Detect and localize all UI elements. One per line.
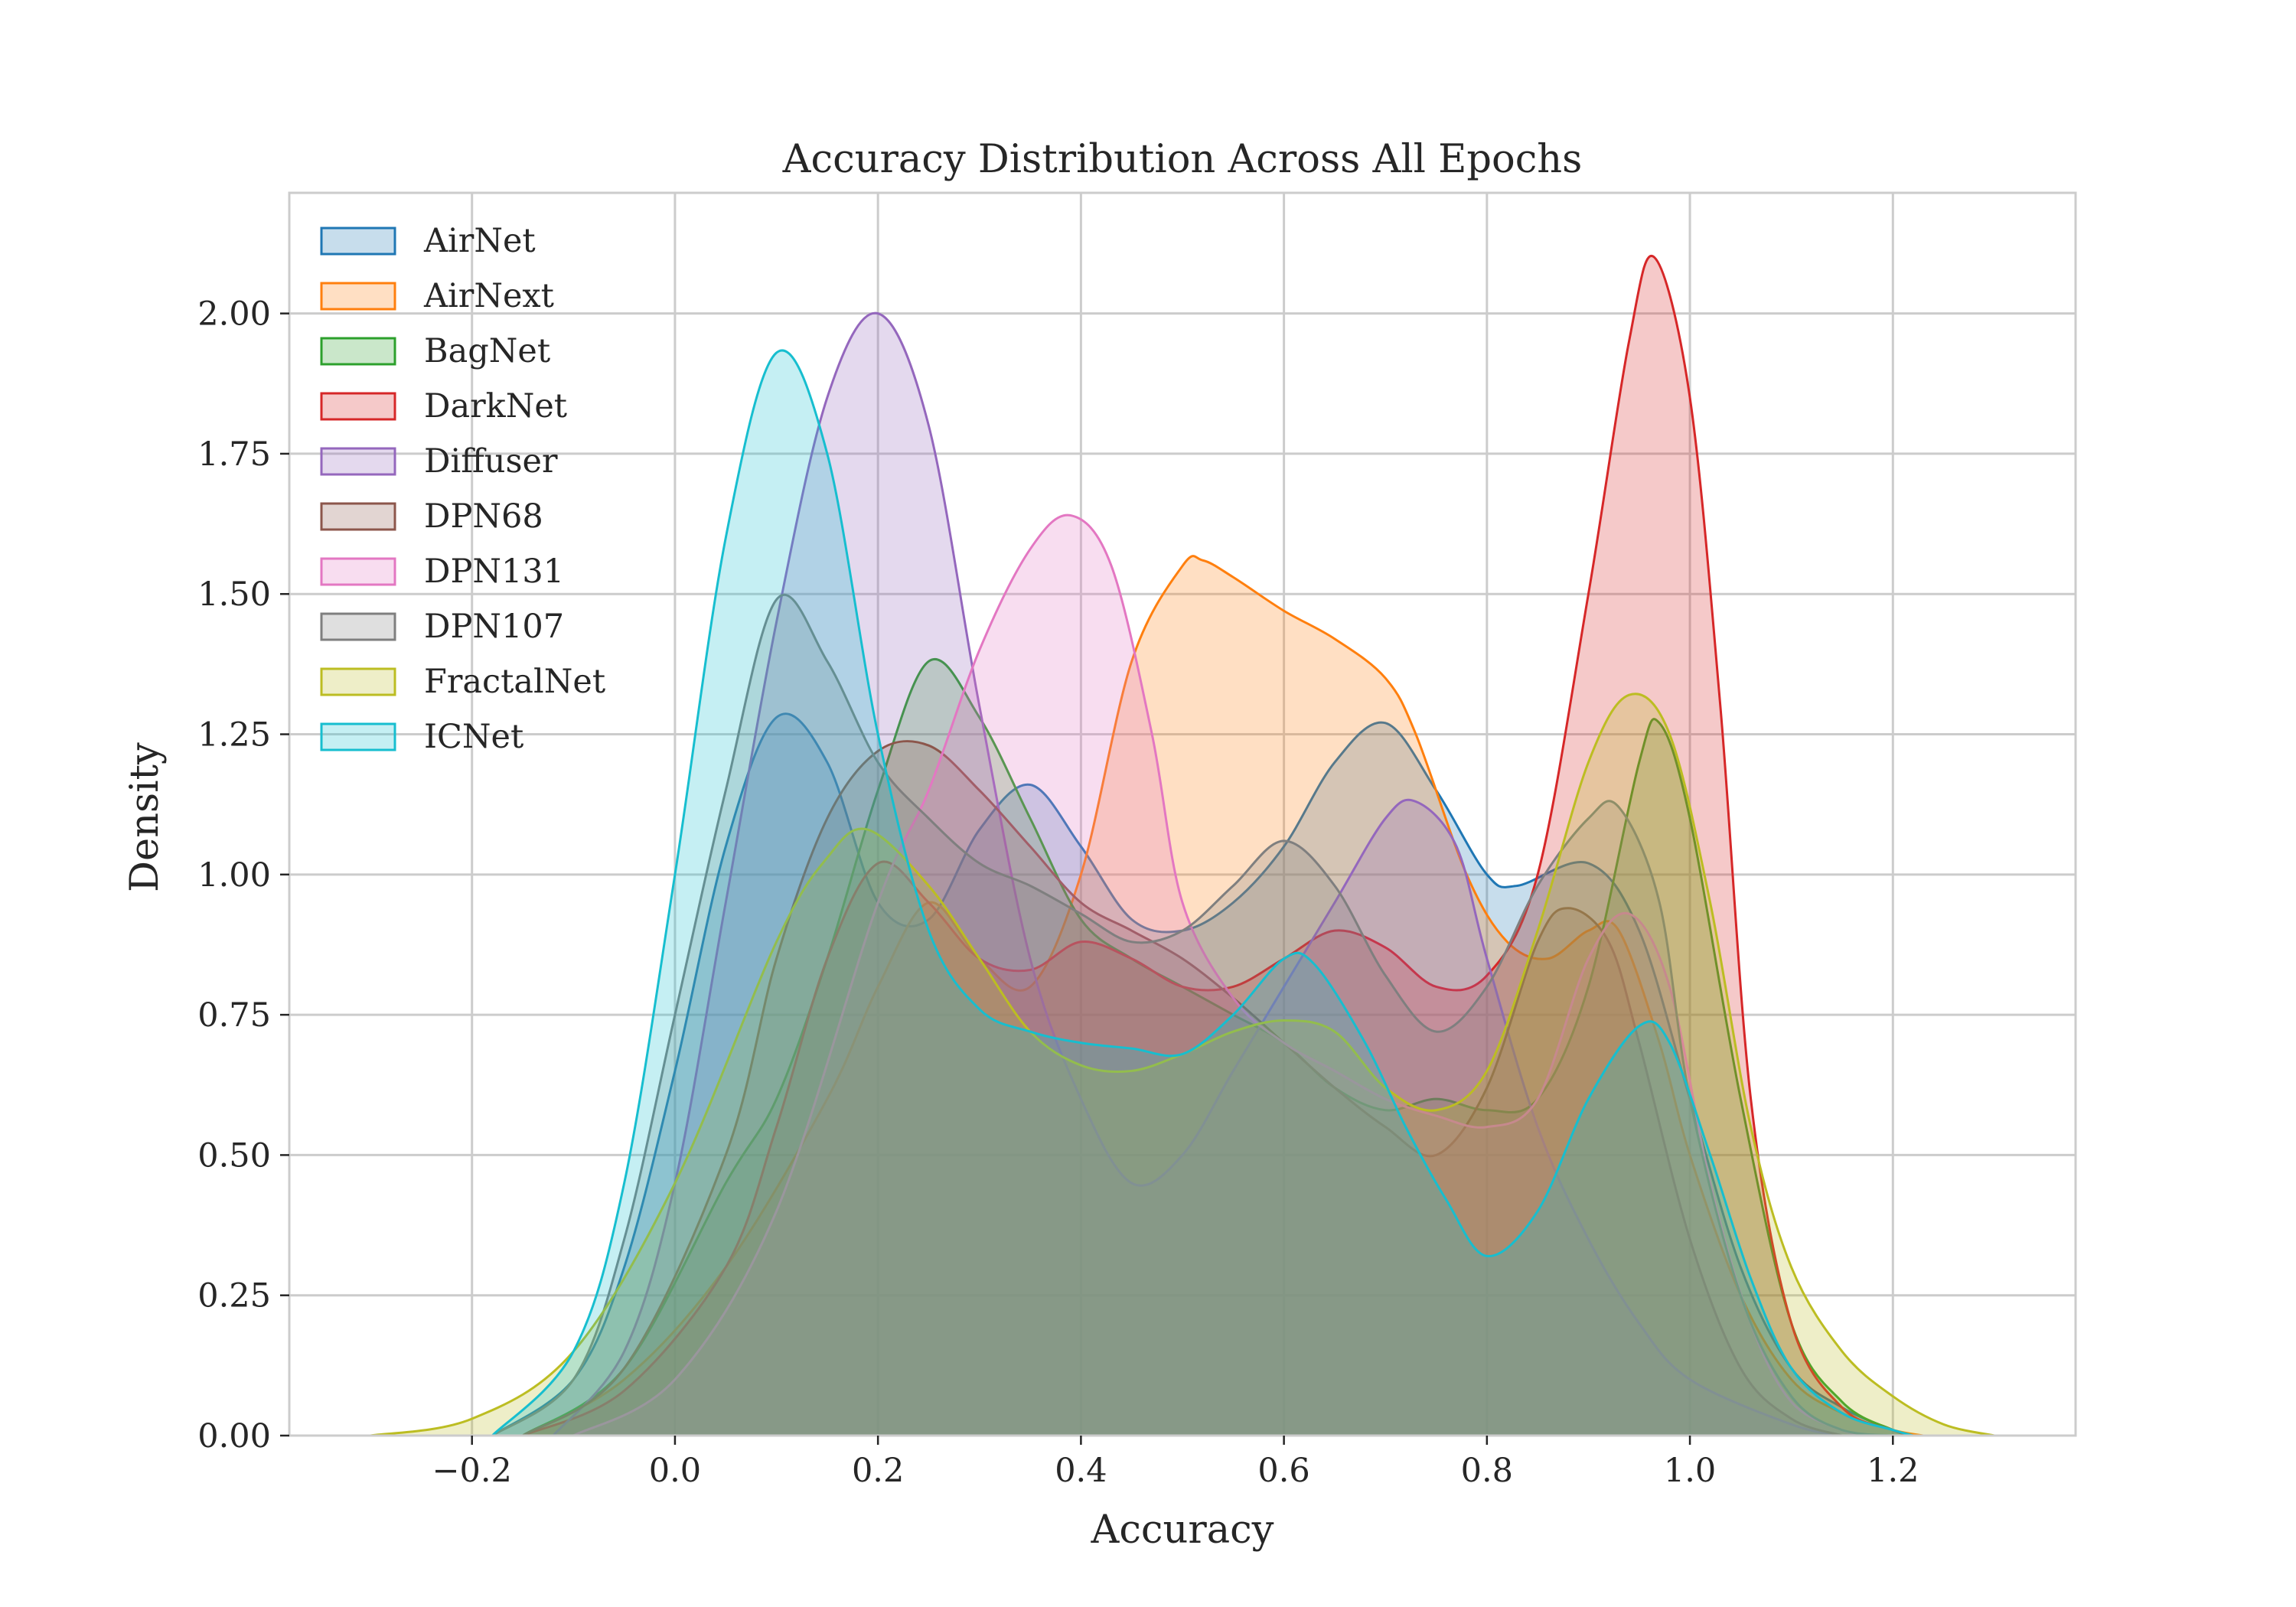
- y-axis-label: Density: [122, 742, 168, 892]
- x-tick-label: 1.0: [1664, 1452, 1716, 1490]
- legend-label: ICNet: [424, 718, 523, 756]
- series-icnet-area: [492, 350, 1913, 1436]
- legend-label: DPN107: [424, 608, 564, 646]
- legend-swatch: [320, 557, 396, 586]
- x-axis-label: Accuracy: [1091, 1508, 1274, 1553]
- x-tick-label: 0.6: [1257, 1452, 1309, 1490]
- legend-item-dpn68: DPN68: [320, 497, 543, 536]
- legend-item-dpn107: DPN107: [320, 608, 564, 646]
- legend-swatch: [320, 447, 396, 476]
- series-diffuser-area: [553, 313, 1842, 1436]
- legend-label: Diffuser: [424, 442, 558, 481]
- y-tick-label: 0.25: [197, 1277, 271, 1315]
- legend-item-darknet: DarkNet: [320, 387, 567, 425]
- series-darknet-line: [522, 255, 1914, 1437]
- series-dpn131-line: [572, 513, 1874, 1437]
- series-airnext-area: [523, 556, 1924, 1436]
- legend-item-airnet: AirNet: [320, 222, 536, 260]
- legend-item-airnext: AirNext: [320, 277, 554, 315]
- y-tick-label: 1.25: [197, 716, 271, 755]
- legend-label: BagNet: [424, 332, 550, 370]
- legend-label: DPN131: [424, 553, 564, 591]
- series-darknet-area: [523, 256, 1913, 1436]
- y-tick-label: 1.50: [197, 575, 271, 614]
- series-fractalnet-area: [370, 693, 1994, 1436]
- x-tick-label: 0.2: [852, 1452, 904, 1490]
- y-tick-label: 2.00: [197, 295, 271, 334]
- series-dpn131-area: [573, 515, 1873, 1436]
- series-darknet: [522, 255, 1914, 1437]
- legend-item-diffuser: Diffuser: [320, 442, 558, 481]
- series-fractalnet: [370, 693, 1995, 1437]
- legend-label: FractalNet: [424, 663, 605, 701]
- series-fractalnet-line: [370, 693, 1995, 1437]
- legend-swatch: [320, 502, 396, 531]
- series-icnet-line: [491, 349, 1914, 1437]
- legend-item-icnet: ICNet: [320, 718, 523, 756]
- legend-item-fractalnet: FractalNet: [320, 663, 605, 701]
- legend-swatch: [320, 227, 396, 256]
- legend-label: AirNet: [423, 222, 536, 260]
- series-bagnet-area: [523, 659, 1913, 1436]
- y-tick-label: 0.50: [197, 1136, 271, 1175]
- legend-swatch: [320, 722, 396, 751]
- legend-swatch: [320, 667, 396, 696]
- legend-swatch: [320, 392, 396, 421]
- series-dpn107-line: [491, 593, 1893, 1437]
- series-diffuser: [552, 311, 1843, 1437]
- x-tick-label: 1.2: [1867, 1452, 1919, 1490]
- series-dpn107-area: [492, 595, 1893, 1436]
- x-tick-label: 0.0: [649, 1452, 701, 1490]
- legend-item-bagnet: BagNet: [320, 332, 550, 370]
- series-dpn107: [491, 593, 1893, 1437]
- series-layer: [370, 255, 1995, 1437]
- legend-label: DPN68: [424, 497, 543, 536]
- x-tick-label: 0.4: [1055, 1452, 1107, 1490]
- y-axis-ticks: 0.00 0.25 0.50 0.75 1.00 1.25 1.50 1.75 2.00: [197, 295, 289, 1455]
- chart-title: Accuracy Distribution Across All Epochs: [782, 137, 1583, 182]
- series-dpn68-line: [522, 739, 1843, 1437]
- y-tick-label: 1.75: [197, 435, 271, 474]
- series-diffuser-line: [552, 311, 1843, 1437]
- legend-label: AirNext: [423, 277, 554, 315]
- legend-swatch: [320, 337, 396, 366]
- x-tick-label: −0.2: [432, 1452, 511, 1490]
- y-tick-label: 0.00: [197, 1417, 271, 1455]
- x-axis-ticks: −0.2 0.0 0.2 0.4 0.6 0.8 1.0 1.2: [432, 1436, 1919, 1490]
- plot-frame: [288, 191, 2077, 1437]
- legend-swatch: [320, 612, 396, 641]
- series-airnext: [522, 555, 1924, 1437]
- legend-item-dpn131: DPN131: [320, 553, 564, 591]
- legend-swatch: [320, 282, 396, 311]
- series-dpn68: [522, 739, 1843, 1437]
- y-tick-label: 0.75: [197, 996, 271, 1035]
- legend-label: DarkNet: [424, 387, 567, 425]
- series-airnext-line: [522, 555, 1924, 1437]
- x-tick-label: 0.8: [1461, 1452, 1513, 1490]
- series-dpn131: [572, 513, 1874, 1437]
- legend: AirNet AirNext BagNet DarkNet Diffuser DPN68 D…: [320, 222, 605, 756]
- series-icnet: [491, 349, 1914, 1437]
- series-dpn68-area: [523, 741, 1842, 1436]
- y-tick-label: 1.00: [197, 856, 271, 895]
